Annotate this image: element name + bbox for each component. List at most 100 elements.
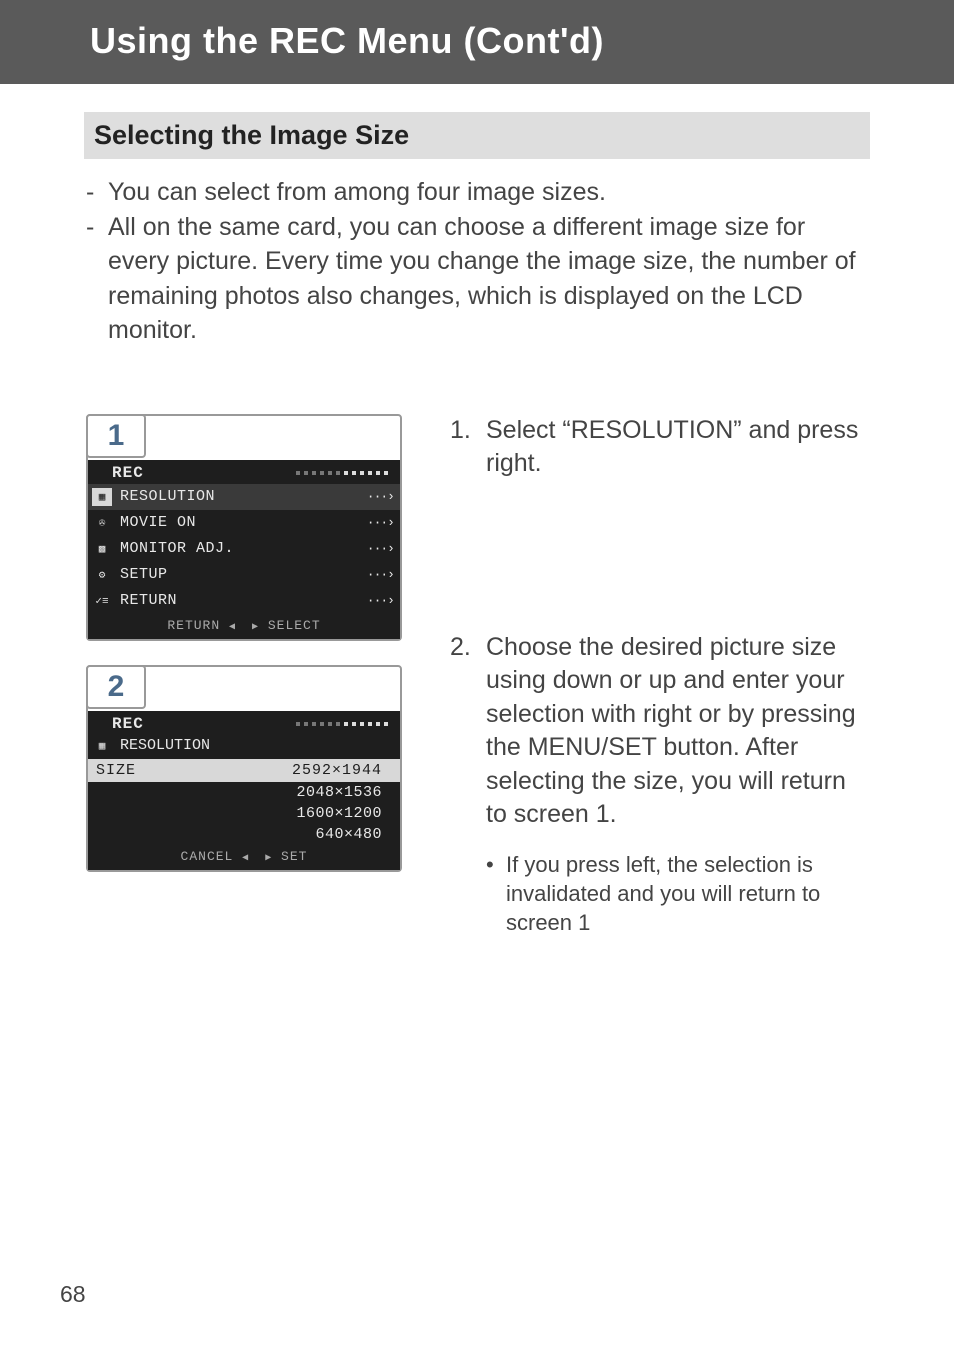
page-dot xyxy=(376,471,380,475)
lcd-screen-2: REC ▦ RESOLUTION SIZE 2592×1944 2048×153… xyxy=(88,711,400,870)
page-dot xyxy=(360,471,364,475)
page-dot xyxy=(312,471,316,475)
step-number: 1. xyxy=(450,414,486,481)
screen-badge: 1 xyxy=(86,414,146,458)
triangle-left-icon: ◀ xyxy=(242,853,249,864)
menu-row[interactable]: ⚙ SETUP ···› xyxy=(88,562,400,588)
step-1: 1. Select “RESOLUTION” and press right. xyxy=(450,414,868,481)
movie-icon: ✇ xyxy=(92,514,112,532)
page-dot xyxy=(304,471,308,475)
menu-row[interactable]: ▩MONITOR ADJ.···› xyxy=(88,536,400,562)
menu-row-label: RESOLUTION xyxy=(120,488,359,505)
step-bullet: • If you press left, the selection is in… xyxy=(486,850,868,938)
lcd-screen-1: REC ▦ RESOLUTION ···› ✇ MOVIE ON ···› ▩ MONITOR… xyxy=(88,460,400,639)
page-dot xyxy=(368,722,372,726)
intro-block: - You can select from among four image s… xyxy=(86,175,868,348)
intro-line: - All on the same card, you can choose a… xyxy=(86,210,868,348)
page-dot xyxy=(344,471,348,475)
grid-icon: ▦ xyxy=(92,488,112,506)
menu-row[interactable]: ✇ MOVIE ON ···› xyxy=(88,510,400,536)
size-value: 2048×1536 xyxy=(296,784,382,801)
page-dot xyxy=(328,471,332,475)
page-dot xyxy=(368,471,372,475)
intro-text: You can select from among four image siz… xyxy=(108,175,868,210)
size-value: 1600×1200 xyxy=(296,805,382,822)
page-dot xyxy=(312,722,316,726)
footer-cancel: CANCEL ◀ xyxy=(181,849,250,864)
dash: - xyxy=(86,175,108,210)
page-dot xyxy=(320,722,324,726)
page-header: Using the REC Menu (Cont'd) xyxy=(0,0,954,84)
page-dot xyxy=(320,471,324,475)
footer-return: RETURN ◀ xyxy=(167,618,236,633)
steps-column: 1. Select “RESOLUTION” and press right. … xyxy=(450,414,868,938)
lcd-footer: CANCEL ◀ ▶ SET xyxy=(88,845,400,866)
page-dot xyxy=(336,722,340,726)
page-dots xyxy=(154,722,394,726)
lcd-footer: RETURN ◀ ▶ SELECT xyxy=(88,614,400,635)
intro-line: - You can select from among four image s… xyxy=(86,175,868,210)
triangle-right-icon: ▶ xyxy=(265,853,272,864)
screens-column: 1 REC ▦ RESOLUTION ···› ✇ MOVIE ON ···› ▩ MONIT… xyxy=(86,414,402,938)
screen-badge: 2 xyxy=(86,665,146,709)
menu-row[interactable]: ▦ RESOLUTION ···› xyxy=(88,484,400,510)
size-table: SIZE 2592×1944 2048×1536 1600×1200 640×480 xyxy=(88,759,400,845)
size-value: 2592×1944 xyxy=(292,762,382,779)
size-row[interactable]: 1600×1200 xyxy=(88,803,400,824)
step-2: 2. Choose the desired picture size using… xyxy=(450,631,868,938)
bullet-text: If you press left, the selection is inva… xyxy=(506,850,868,938)
lcd-title: REC xyxy=(112,715,144,733)
arrow-right-icon: ···› xyxy=(367,489,394,504)
grid-icon: ▦ xyxy=(92,737,112,755)
triangle-left-icon: ◀ xyxy=(229,622,236,633)
page-dot xyxy=(352,722,356,726)
section-heading: Selecting the Image Size xyxy=(84,112,870,159)
step-text: Select “RESOLUTION” and press right. xyxy=(486,414,868,481)
page-dots xyxy=(154,471,394,475)
page-dot xyxy=(352,471,356,475)
content-row: 1 REC ▦ RESOLUTION ···› ✇ MOVIE ON ···› ▩ MONIT… xyxy=(86,414,868,938)
menu-row-label: MOVIE ON xyxy=(120,514,359,531)
page-dot xyxy=(296,471,300,475)
size-row[interactable]: 2048×1536 xyxy=(88,782,400,803)
page-dot xyxy=(304,722,308,726)
step-number: 2. xyxy=(450,631,486,938)
monitor-icon: ▩ xyxy=(92,540,112,558)
footer-set: ▶ SET xyxy=(265,849,307,864)
arrow-right-icon: ···› xyxy=(367,567,394,582)
page-dot xyxy=(296,722,300,726)
menu-row-label: SETUP xyxy=(120,566,359,583)
step-body: Choose the desired picture size using do… xyxy=(486,631,868,938)
return-icon: ✓≡ xyxy=(92,592,112,610)
size-row-selected[interactable]: SIZE 2592×1944 xyxy=(88,759,400,782)
size-row[interactable]: 640×480 xyxy=(88,824,400,845)
arrow-right-icon: ···› xyxy=(367,515,394,530)
page-dot xyxy=(384,722,388,726)
setup-icon: ⚙ xyxy=(92,566,112,584)
screen-box-1: 1 REC ▦ RESOLUTION ···› ✇ MOVIE ON ···› ▩ MONIT… xyxy=(86,414,402,641)
triangle-right-icon: ▶ xyxy=(252,622,259,633)
page-dot xyxy=(336,471,340,475)
screen-box-2: 2 REC ▦ RESOLUTION SIZE 2592×1944 2048×1… xyxy=(86,665,402,872)
menu-row[interactable]: ✓≡RETURN···› xyxy=(88,588,400,614)
lcd-title: REC xyxy=(112,464,144,482)
page-dot xyxy=(344,722,348,726)
dash: - xyxy=(86,210,108,348)
size-value: 640×480 xyxy=(315,826,382,843)
page-dot xyxy=(384,471,388,475)
page-dot xyxy=(360,722,364,726)
bullet-dot: • xyxy=(486,850,506,938)
lcd-header: REC xyxy=(88,711,400,735)
lcd-sub-row: ▦ RESOLUTION xyxy=(88,735,400,759)
size-label: SIZE xyxy=(96,762,136,779)
page-title: Using the REC Menu (Cont'd) xyxy=(90,20,604,62)
intro-text: All on the same card, you can choose a d… xyxy=(108,210,868,348)
lcd-header: REC xyxy=(88,460,400,484)
footer-select: ▶ SELECT xyxy=(252,618,321,633)
menu-row-label: MONITOR ADJ. xyxy=(120,540,359,557)
lcd-sub-label: RESOLUTION xyxy=(120,737,210,755)
arrow-right-icon: ···› xyxy=(367,593,394,608)
page-dot xyxy=(328,722,332,726)
page-number: 68 xyxy=(60,1281,86,1308)
step-text: Choose the desired picture size using do… xyxy=(486,631,868,832)
